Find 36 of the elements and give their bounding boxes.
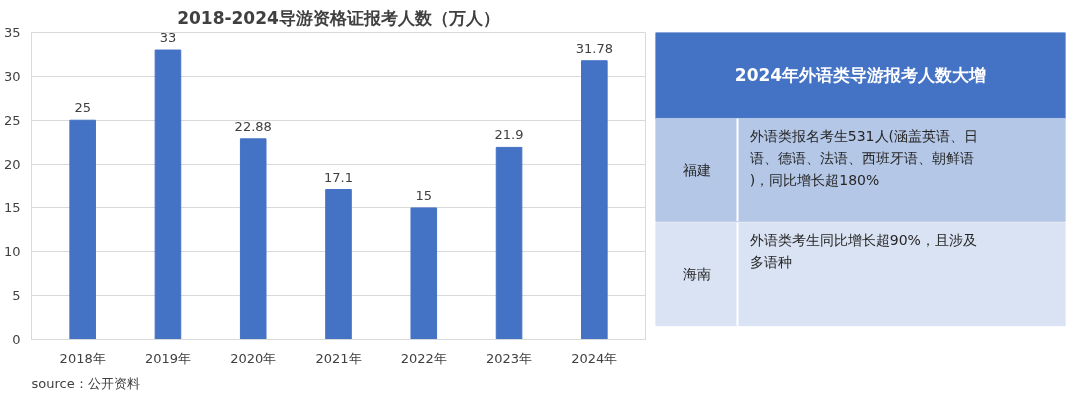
bar bbox=[325, 189, 352, 340]
y-tick-label: 15 bbox=[3, 200, 21, 216]
y-tick-label: 30 bbox=[3, 68, 21, 84]
x-tick-label: 2021年 bbox=[315, 350, 362, 366]
bar bbox=[581, 60, 608, 340]
x-tick-label: 2020年 bbox=[230, 350, 277, 366]
x-tick-label: 2022年 bbox=[400, 350, 447, 366]
chart-title: 2018-2024导游资格证报考人数（万人） bbox=[177, 7, 500, 28]
data-label: 15 bbox=[415, 187, 433, 203]
y-tick-label: 5 bbox=[12, 288, 21, 304]
bar bbox=[495, 146, 523, 340]
y-tick-label: 20 bbox=[3, 156, 21, 172]
text: 福建 bbox=[682, 161, 711, 178]
data-label: 17.1 bbox=[324, 169, 353, 185]
x-tick-label: 2018年 bbox=[59, 350, 106, 366]
y-tick-label: 0 bbox=[12, 332, 21, 347]
bar bbox=[239, 138, 267, 340]
x-tick-label: 2019年 bbox=[144, 350, 191, 366]
data-label: 25 bbox=[74, 100, 91, 116]
text: 外语类报名考生531人(涵盖英语、日语、德语、法语、西班牙语、朝鲜语)，同比增长超180% bbox=[749, 127, 978, 189]
x-tick-label: 2024年 bbox=[571, 350, 618, 366]
data-label: 22.88 bbox=[234, 118, 272, 134]
bar bbox=[410, 207, 438, 340]
text: 2024年外语类导游报考人数大增 bbox=[734, 65, 987, 86]
data-label: 33 bbox=[159, 30, 177, 46]
text: 海南 bbox=[682, 266, 711, 283]
bar bbox=[69, 119, 96, 340]
text: 外语类考生同比增长超90%，且涉及多语种 bbox=[749, 232, 977, 271]
bar bbox=[154, 49, 182, 340]
y-tick-label: 10 bbox=[3, 244, 21, 260]
y-tick-label: 35 bbox=[3, 25, 21, 40]
data-label: 31.78 bbox=[575, 40, 613, 56]
y-tick-label: 25 bbox=[3, 112, 21, 128]
data-label: 21.9 bbox=[494, 127, 524, 143]
source-note: source：公开资料 bbox=[31, 375, 140, 391]
x-tick-label: 2023年 bbox=[486, 350, 533, 366]
